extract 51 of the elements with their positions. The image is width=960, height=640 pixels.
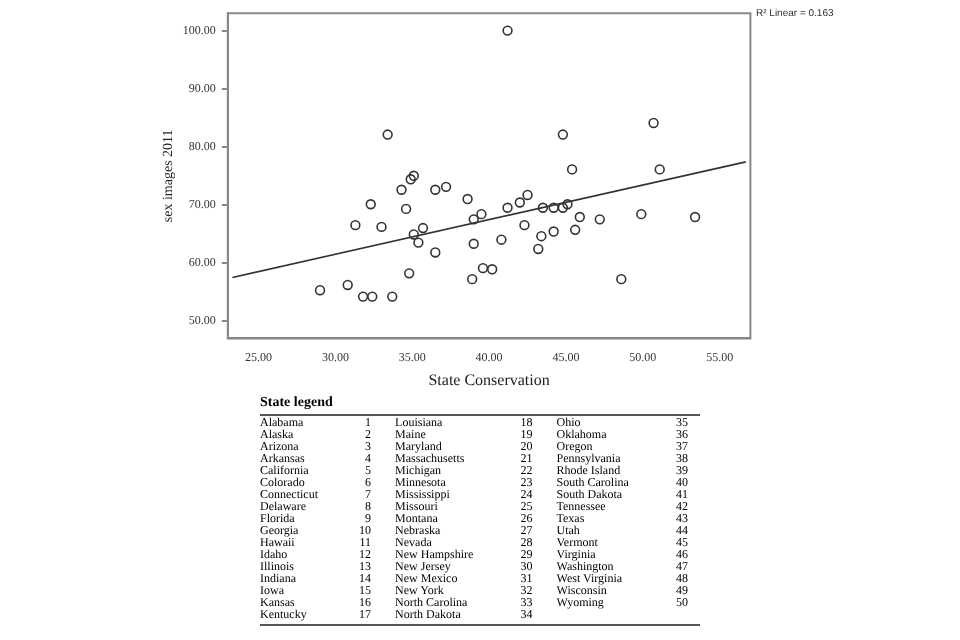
point [566,164,578,175]
point [400,203,412,215]
point [408,229,419,240]
point [367,291,378,302]
point [342,279,353,291]
point [548,202,559,213]
point [636,208,647,220]
point [536,230,547,242]
point [648,117,659,129]
point [654,164,665,175]
point [365,199,376,210]
point [314,285,326,296]
point [468,214,479,225]
point [376,221,387,233]
point [496,234,507,245]
point [548,226,559,237]
point [350,219,361,231]
point [522,189,533,201]
point [413,237,424,248]
point [557,202,569,213]
point [440,181,452,193]
point [533,243,544,255]
point [574,211,585,223]
point [689,211,701,223]
point [557,129,569,140]
point [514,197,526,208]
point [502,25,513,36]
point [519,219,530,231]
point [616,273,627,285]
point [569,224,581,236]
point [387,291,398,302]
point [486,264,498,275]
point [462,193,473,205]
point [476,208,487,220]
point [382,129,393,140]
point [430,184,441,195]
point [477,262,489,274]
point [403,268,415,279]
point [417,222,429,234]
point [408,170,419,181]
point [396,184,407,195]
point [468,238,479,249]
point [405,174,416,185]
point [594,214,605,225]
point [430,247,441,258]
point [466,273,478,285]
point [562,199,573,210]
point [502,202,513,213]
x-axis-title: State Conservation [428,370,550,389]
point [537,202,549,213]
point [357,291,369,302]
